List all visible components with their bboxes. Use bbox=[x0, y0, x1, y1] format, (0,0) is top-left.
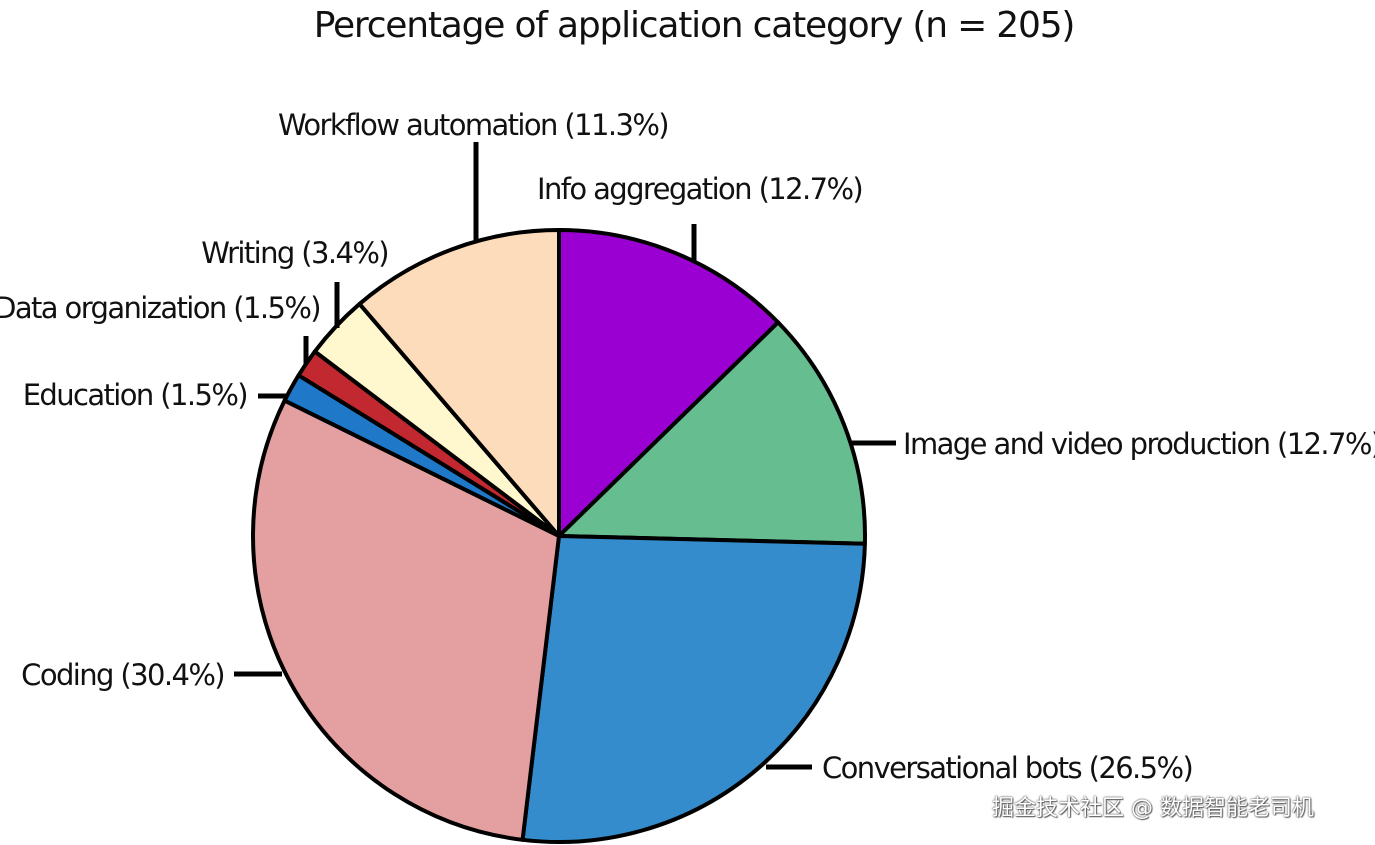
slice-label-4: Coding (30.4%) bbox=[21, 658, 224, 692]
slice-label-6: Data organization (1.5%) bbox=[0, 291, 320, 325]
pie-slices bbox=[251, 228, 867, 844]
slice-label-2: Image and video production (12.7%) bbox=[903, 427, 1375, 461]
pie-slice-4 bbox=[251, 398, 561, 842]
pie-slice-8 bbox=[357, 228, 561, 538]
slice-label-5: Education (1.5%) bbox=[23, 378, 247, 412]
watermark-text: 掘金技术社区 @ 数据智能老司机 bbox=[992, 796, 1314, 821]
slice-labels: Info aggregation (12.7%) Image and video … bbox=[0, 108, 1375, 785]
slice-label-7: Writing (3.4%) bbox=[201, 236, 388, 270]
pie-slice-2 bbox=[557, 320, 867, 546]
chart-title: Percentage of application category (n = … bbox=[314, 5, 1075, 46]
pie-slice-3 bbox=[520, 534, 867, 844]
slice-label-1: Info aggregation (12.7%) bbox=[537, 172, 862, 206]
slice-label-8: Workflow automation (11.3%) bbox=[278, 108, 668, 142]
slice-label-3: Conversational bots (26.5%) bbox=[822, 751, 1192, 785]
leader-lines bbox=[234, 142, 896, 770]
pie-slice-1 bbox=[557, 228, 781, 538]
